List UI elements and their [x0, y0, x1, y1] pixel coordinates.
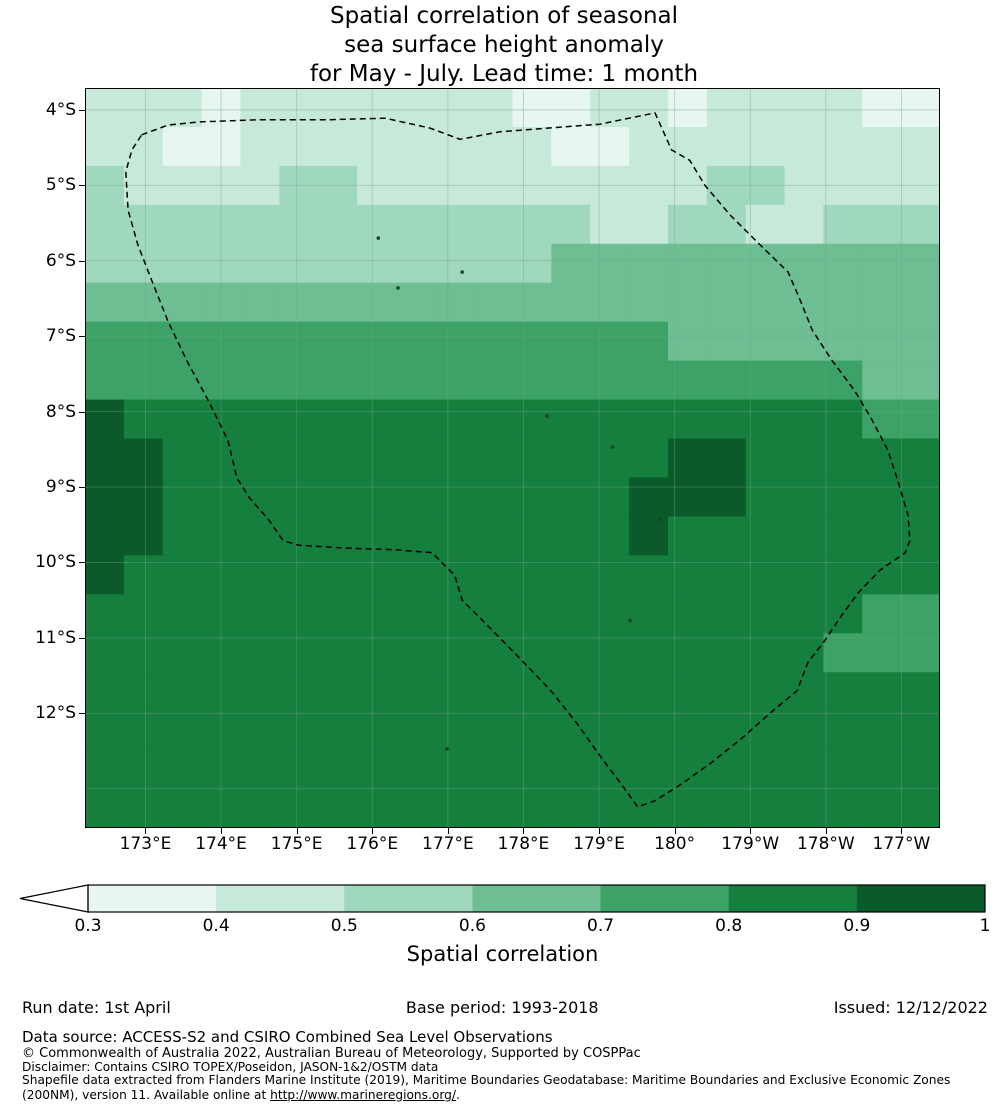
colorbar-tick-label: 0.8	[715, 916, 743, 936]
base-period: Base period: 1993-2018	[405, 998, 599, 1017]
disclaimer: Disclaimer: Contains CSIRO TOPEX/Poseido…	[22, 1060, 439, 1074]
x-tick-label: 177°E	[422, 834, 474, 854]
y-tick-mark	[79, 562, 85, 564]
x-tick-mark	[221, 828, 223, 834]
run-date: Run date: 1st April	[22, 998, 171, 1017]
y-tick-mark	[79, 109, 85, 111]
shapefile-note-text: Shapefile data extracted from Flanders M…	[22, 1073, 951, 1102]
y-tick-mark	[79, 411, 85, 413]
y-tick-mark	[79, 260, 85, 262]
y-tick-label: 9°S	[45, 477, 76, 498]
y-tick-mark	[79, 336, 85, 338]
y-tick-label: 5°S	[45, 175, 76, 196]
x-tick-mark	[145, 828, 147, 834]
y-tick-label: 7°S	[45, 326, 76, 347]
shapefile-note: Shapefile data extracted from Flanders M…	[22, 1073, 1000, 1102]
colorbar-tick-label: 0.4	[202, 916, 230, 936]
x-tick-label: 174°E	[195, 834, 247, 854]
x-tick-mark	[825, 828, 827, 834]
colorbar-tick-label: 0.6	[458, 916, 486, 936]
correlation-heatmap	[85, 88, 940, 828]
colorbar-tick-label: 1	[979, 916, 991, 936]
x-tick-mark	[296, 828, 298, 834]
x-tick-mark	[599, 828, 601, 834]
shapefile-note-suffix: .	[455, 1087, 460, 1102]
y-tick-label: 12°S	[35, 703, 76, 724]
copyright: © Commonwealth of Australia 2022, Austra…	[22, 1046, 641, 1061]
x-tick-label: 178°W	[796, 834, 855, 854]
y-tick-label: 6°S	[45, 250, 76, 271]
x-tick-label: 178°E	[497, 834, 550, 854]
meta-row: Run date: 1st April Base period: 1993-20…	[22, 998, 988, 1017]
x-tick-mark	[674, 828, 676, 834]
colorbar-tick-label: 0.9	[843, 916, 871, 936]
colorbar-tick-label: 0.3	[74, 916, 102, 936]
colorbar-tick-label: 0.7	[587, 916, 615, 936]
colorbar-tick-label: 0.5	[330, 916, 358, 936]
y-tick-mark	[79, 637, 85, 639]
y-tick-label: 4°S	[45, 99, 76, 120]
colorbar-label: Spatial correlation	[406, 942, 599, 966]
x-tick-mark	[523, 828, 525, 834]
x-tick-label: 175°E	[270, 834, 323, 854]
y-tick-mark	[79, 185, 85, 187]
x-tick-mark	[901, 828, 903, 834]
issued-date: Issued: 12/12/2022	[833, 998, 988, 1017]
data-source: Data source: ACCESS-S2 and CSIRO Combine…	[22, 1028, 553, 1046]
y-tick-label: 10°S	[35, 552, 76, 573]
x-tick-label: 173°E	[119, 834, 172, 854]
x-tick-mark	[750, 828, 752, 834]
x-tick-mark	[447, 828, 449, 834]
chart-title-line-3: for May - July. Lead time: 1 month	[309, 61, 699, 87]
y-tick-mark	[79, 487, 85, 489]
x-tick-label: 179°W	[721, 834, 780, 854]
x-tick-label: 179°E	[573, 834, 625, 854]
x-tick-mark	[372, 828, 374, 834]
chart-title: Spatial correlation of seasonal sea surf…	[0, 2, 1008, 89]
y-tick-mark	[79, 713, 85, 715]
y-tick-label: 8°S	[45, 401, 76, 422]
shapefile-url: http://www.marineregions.org/	[270, 1087, 456, 1102]
colorbar	[19, 884, 986, 913]
x-tick-label: 177°W	[872, 834, 931, 854]
chart-title-line-1: Spatial correlation of seasonal	[329, 3, 679, 29]
chart-title-line-2: sea surface height anomaly	[344, 32, 664, 58]
x-tick-label: 180°	[654, 834, 696, 854]
y-tick-label: 11°S	[35, 627, 76, 648]
x-tick-label: 176°E	[346, 834, 399, 854]
